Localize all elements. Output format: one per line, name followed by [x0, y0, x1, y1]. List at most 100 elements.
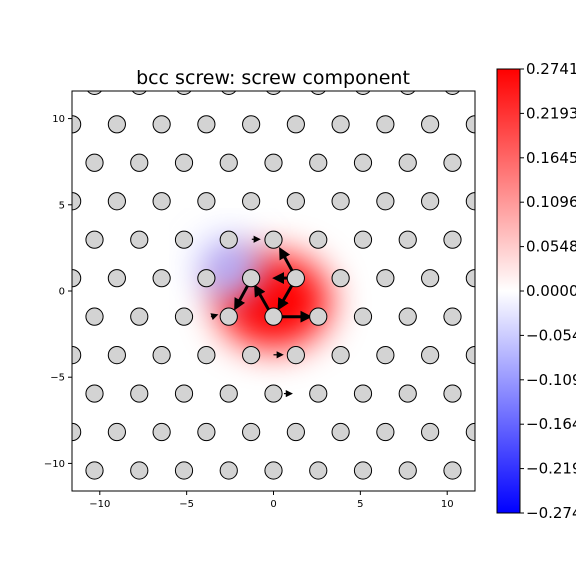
- atom: [398, 384, 417, 403]
- atom: [130, 307, 149, 326]
- colorbar-tick-label: 0.1096: [526, 193, 576, 211]
- atom: [152, 422, 171, 442]
- atom: [286, 422, 305, 442]
- atom: [376, 269, 395, 288]
- atom: [174, 153, 194, 172]
- atom: [310, 91, 326, 95]
- atom: [242, 115, 261, 134]
- atom: [107, 269, 126, 288]
- atom: [219, 307, 238, 326]
- colorbar-tick-label: 0.2741: [526, 60, 576, 78]
- atom: [444, 91, 460, 95]
- x-tick-label: 0: [270, 499, 276, 510]
- colorbar-tick-label: −0.1645: [526, 415, 576, 433]
- atom: [264, 307, 283, 326]
- atom: [309, 307, 328, 326]
- colorbar-gradient: [496, 68, 521, 514]
- atom: [197, 115, 216, 134]
- atom: [85, 230, 104, 249]
- atom: [398, 153, 417, 172]
- atom: [87, 91, 103, 95]
- atom: [131, 91, 147, 95]
- atom: [286, 115, 305, 134]
- colorbar-ticks: 0.2741 0.2193 0.1645 0.1096 0.0548 0.0000 −0.0…: [520, 60, 576, 522]
- colorbar-tick-label: 0.0000: [526, 282, 576, 300]
- atom: [309, 230, 328, 249]
- atom: [197, 192, 216, 211]
- atom: [376, 346, 395, 365]
- atom: [130, 153, 149, 172]
- atom: [286, 192, 305, 211]
- atom: [176, 91, 192, 95]
- atom: [400, 91, 416, 95]
- atom: [264, 230, 283, 249]
- atom: [443, 461, 462, 480]
- atom: [331, 115, 350, 134]
- atom: [443, 153, 462, 172]
- atom: [152, 192, 171, 211]
- colorbar-tick-label: −0.2741: [526, 504, 576, 522]
- atom: [174, 384, 194, 403]
- atom: [443, 384, 462, 403]
- atom: [443, 307, 462, 326]
- atom: [152, 346, 171, 365]
- atom: [376, 192, 395, 211]
- atom: [107, 192, 126, 211]
- atom: [398, 230, 417, 249]
- atom: [130, 384, 149, 403]
- atom: [331, 422, 350, 442]
- plot-area: −10 −5 0 5 10 −10 −5 0 5 10: [44, 90, 476, 510]
- atom: [107, 115, 126, 134]
- atom: [398, 307, 417, 326]
- atom: [219, 153, 238, 172]
- atom: [421, 269, 440, 288]
- atom: [331, 269, 350, 288]
- y-tick-label: −5: [50, 373, 65, 384]
- atom: [421, 422, 440, 442]
- atom: [85, 461, 104, 480]
- atom: [197, 269, 216, 288]
- x-axis: −10 −5 0 5 10: [89, 491, 454, 510]
- x-tick-label: −5: [179, 499, 194, 510]
- atom: [331, 192, 350, 211]
- atom: [355, 91, 371, 95]
- atom: [242, 346, 261, 365]
- atom: [353, 230, 373, 249]
- atom: [174, 307, 194, 326]
- atom: [353, 461, 373, 480]
- atom: [130, 461, 149, 480]
- atom: [331, 346, 350, 365]
- atom: [219, 461, 238, 480]
- atom: [309, 461, 328, 480]
- atom: [376, 422, 395, 442]
- atom: [264, 461, 283, 480]
- y-tick-label: −10: [44, 459, 65, 470]
- chart-title: bcc screw: screw component: [136, 67, 410, 89]
- atom: [197, 422, 216, 442]
- y-tick-label: 0: [59, 287, 65, 298]
- atom: [309, 384, 328, 403]
- atom: [353, 307, 373, 326]
- atom: [264, 153, 283, 172]
- x-tick-label: 10: [441, 499, 454, 510]
- atom: [376, 115, 395, 134]
- y-tick-label: 10: [52, 114, 65, 125]
- atom: [286, 346, 305, 365]
- displacement-arrow: [210, 313, 219, 321]
- atom: [443, 230, 462, 249]
- colorbar-tick-label: −0.0548: [526, 326, 576, 344]
- atom: [107, 422, 126, 442]
- x-tick-label: 5: [357, 499, 363, 510]
- atom: [421, 346, 440, 365]
- x-tick-label: −10: [89, 499, 110, 510]
- atom-layer: [72, 91, 475, 480]
- atom: [264, 384, 283, 403]
- atom: [152, 269, 171, 288]
- atom: [309, 153, 328, 172]
- atom: [286, 269, 305, 288]
- y-axis: −10 −5 0 5 10: [44, 114, 72, 470]
- atom: [219, 384, 238, 403]
- colorbar-tick-label: 0.2193: [526, 104, 576, 122]
- colorbar-tick-label: −0.2193: [526, 460, 576, 478]
